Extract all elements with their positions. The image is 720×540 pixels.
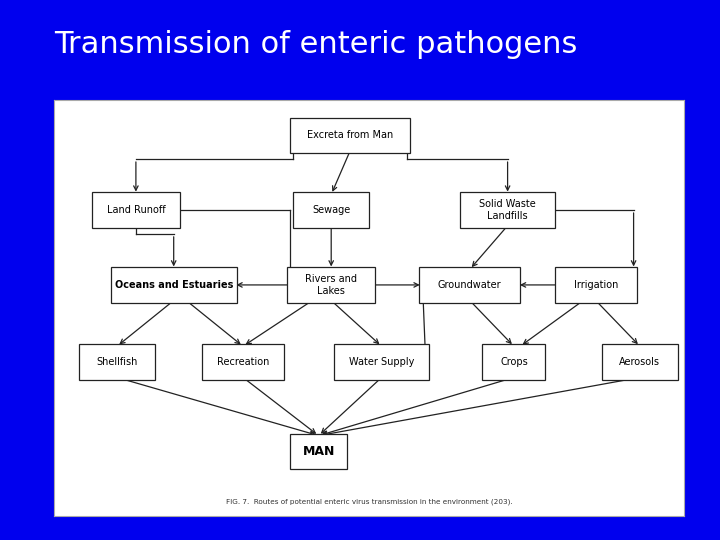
FancyBboxPatch shape [482, 344, 545, 380]
Text: Water Supply: Water Supply [349, 357, 414, 367]
FancyBboxPatch shape [290, 434, 347, 469]
Text: Aerosols: Aerosols [619, 357, 660, 367]
Text: Excreta from Man: Excreta from Man [307, 130, 393, 140]
FancyBboxPatch shape [290, 118, 410, 153]
FancyBboxPatch shape [460, 192, 555, 228]
Text: Groundwater: Groundwater [438, 280, 502, 290]
Text: Land Runoff: Land Runoff [107, 205, 165, 215]
Text: Sewage: Sewage [312, 205, 351, 215]
FancyBboxPatch shape [555, 267, 636, 302]
FancyBboxPatch shape [79, 344, 155, 380]
FancyBboxPatch shape [92, 192, 180, 228]
Text: Shellfish: Shellfish [96, 357, 138, 367]
Text: Transmission of enteric pathogens: Transmission of enteric pathogens [54, 30, 577, 59]
FancyBboxPatch shape [294, 192, 369, 228]
Text: Crops: Crops [500, 357, 528, 367]
FancyBboxPatch shape [202, 344, 284, 380]
Text: Irrigation: Irrigation [574, 280, 618, 290]
FancyBboxPatch shape [419, 267, 521, 302]
Text: FIG. 7.  Routes of potential enteric virus transmission in the environment (203): FIG. 7. Routes of potential enteric viru… [225, 499, 513, 505]
FancyBboxPatch shape [111, 267, 237, 302]
FancyBboxPatch shape [287, 267, 375, 302]
Text: Oceans and Estuaries: Oceans and Estuaries [114, 280, 233, 290]
Text: MAN: MAN [302, 445, 335, 458]
FancyBboxPatch shape [334, 344, 429, 380]
Text: Solid Waste
Landfills: Solid Waste Landfills [480, 199, 536, 221]
Text: Recreation: Recreation [217, 357, 269, 367]
Text: Rivers and
Lakes: Rivers and Lakes [305, 274, 357, 296]
FancyBboxPatch shape [602, 344, 678, 380]
